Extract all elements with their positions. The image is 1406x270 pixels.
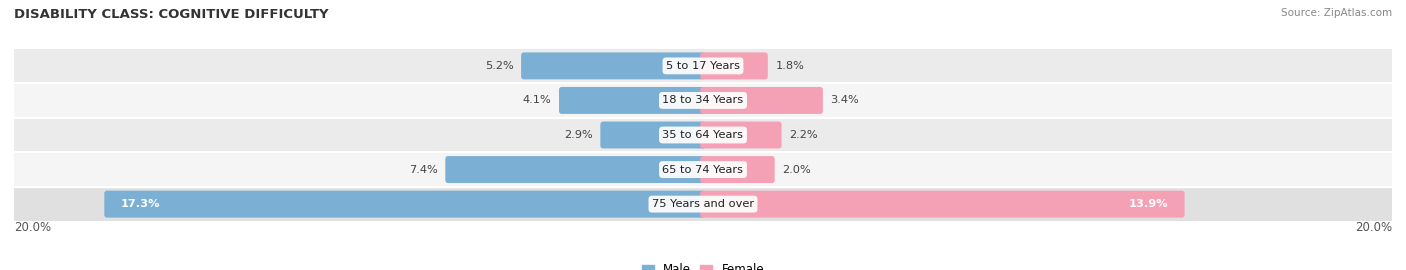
Text: 3.4%: 3.4% — [831, 95, 859, 106]
Text: 2.2%: 2.2% — [789, 130, 818, 140]
Text: Source: ZipAtlas.com: Source: ZipAtlas.com — [1281, 8, 1392, 18]
FancyBboxPatch shape — [560, 87, 706, 114]
Text: 7.4%: 7.4% — [409, 164, 437, 175]
FancyBboxPatch shape — [700, 191, 1185, 218]
FancyBboxPatch shape — [600, 122, 706, 148]
FancyBboxPatch shape — [522, 52, 706, 79]
Bar — [14, 83, 1392, 118]
Text: 13.9%: 13.9% — [1129, 199, 1168, 209]
FancyBboxPatch shape — [700, 87, 823, 114]
Text: 5 to 17 Years: 5 to 17 Years — [666, 61, 740, 71]
Text: 20.0%: 20.0% — [1355, 221, 1392, 234]
Bar — [14, 49, 1392, 83]
FancyBboxPatch shape — [700, 156, 775, 183]
Text: 2.0%: 2.0% — [782, 164, 811, 175]
FancyBboxPatch shape — [700, 122, 782, 148]
Text: 35 to 64 Years: 35 to 64 Years — [662, 130, 744, 140]
Bar — [14, 152, 1392, 187]
FancyBboxPatch shape — [700, 52, 768, 79]
Text: 2.9%: 2.9% — [564, 130, 593, 140]
Text: 5.2%: 5.2% — [485, 61, 513, 71]
Bar — [14, 118, 1392, 152]
Text: 18 to 34 Years: 18 to 34 Years — [662, 95, 744, 106]
Text: DISABILITY CLASS: COGNITIVE DIFFICULTY: DISABILITY CLASS: COGNITIVE DIFFICULTY — [14, 8, 329, 21]
Legend: Male, Female: Male, Female — [637, 259, 769, 270]
Text: 17.3%: 17.3% — [121, 199, 160, 209]
FancyBboxPatch shape — [104, 191, 706, 218]
Bar — [14, 187, 1392, 221]
Text: 75 Years and over: 75 Years and over — [652, 199, 754, 209]
FancyBboxPatch shape — [446, 156, 706, 183]
Text: 20.0%: 20.0% — [14, 221, 51, 234]
Text: 65 to 74 Years: 65 to 74 Years — [662, 164, 744, 175]
Text: 1.8%: 1.8% — [775, 61, 804, 71]
Text: 4.1%: 4.1% — [523, 95, 551, 106]
